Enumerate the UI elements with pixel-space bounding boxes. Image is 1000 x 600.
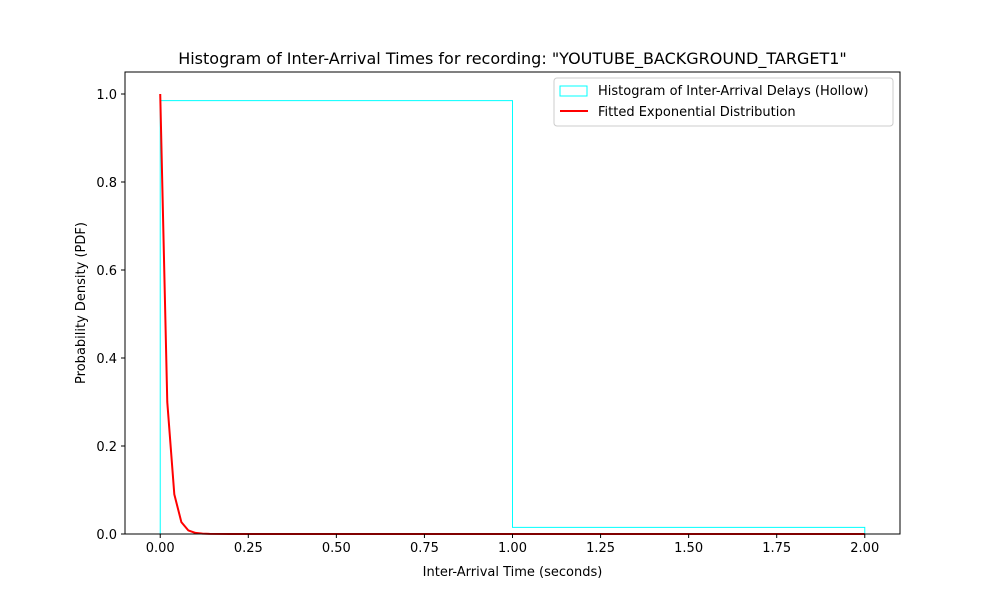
y-tick-label: 0.0: [96, 528, 117, 543]
chart-title: Histogram of Inter-Arrival Times for rec…: [178, 49, 847, 69]
x-tick-label: 0.25: [234, 541, 263, 556]
x-tick-label: 0.75: [410, 541, 439, 556]
y-axis-label: Probability Density (PDF): [74, 222, 89, 384]
histogram-outline: [159, 100, 866, 534]
y-tick-label: 0.2: [96, 440, 117, 455]
legend: Histogram of Inter-Arrival Delays (Hollo…: [553, 77, 894, 127]
plot-area: [124, 71, 901, 535]
x-tick-label: 0.00: [146, 541, 175, 556]
histogram-layer: [159, 100, 866, 534]
x-tick-label: 2.00: [850, 541, 879, 556]
y-tick-label: 0.8: [96, 176, 117, 191]
x-tick-label: 0.50: [322, 541, 351, 556]
y-tick-label: 0.4: [96, 352, 117, 367]
x-axis-label: Inter-Arrival Time (seconds): [423, 565, 603, 580]
y-tick-label: 1.0: [96, 88, 117, 103]
legend-label-histogram: Histogram of Inter-Arrival Delays (Hollo…: [598, 84, 869, 99]
legend-label-line: Fitted Exponential Distribution: [598, 105, 796, 120]
legend-histogram-swatch: [559, 85, 588, 97]
x-tick-label: 1.50: [674, 541, 703, 556]
x-axis-ticks: 0.00 0.25 0.50 0.75 1.00 1.25 1.50 1.75 2.00: [146, 534, 879, 556]
y-tick-label: 0.6: [96, 264, 117, 279]
y-axis-ticks: 0.0 0.2 0.4 0.6 0.8 1.0: [96, 88, 125, 543]
x-tick-label: 1.00: [498, 541, 527, 556]
legend-frame: [553, 77, 894, 127]
x-tick-label: 1.75: [762, 541, 791, 556]
x-tick-label: 1.25: [586, 541, 615, 556]
